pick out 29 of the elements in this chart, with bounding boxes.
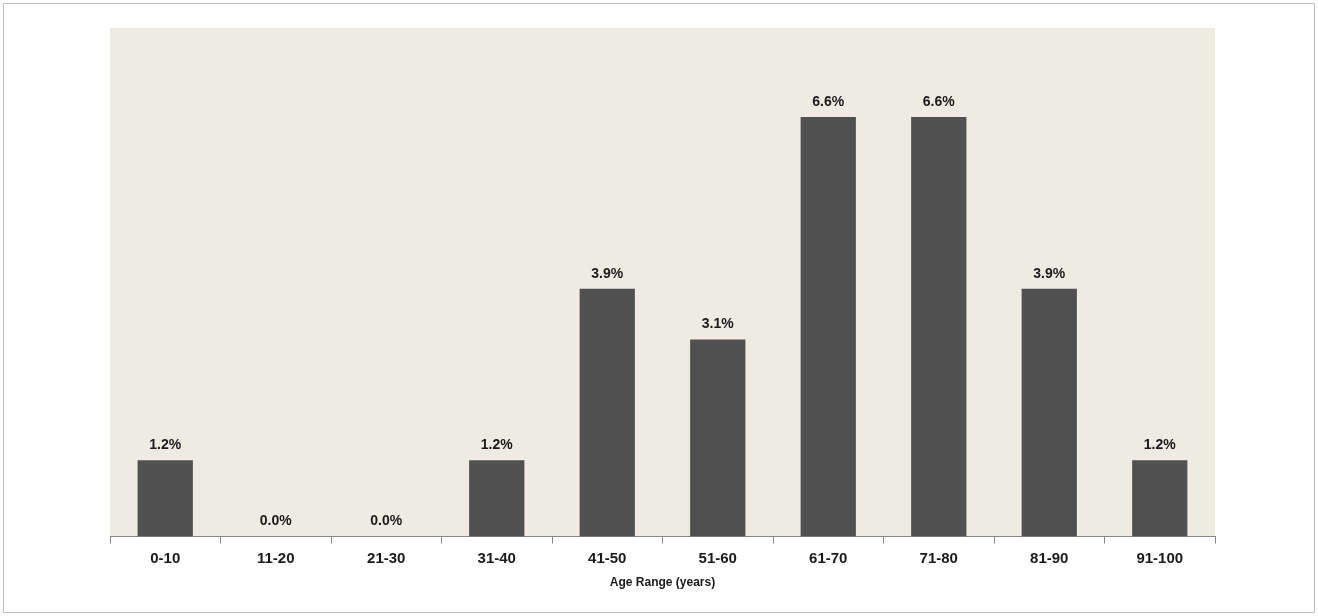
x-tick-label: 31-40: [477, 548, 516, 566]
data-label: 0.0%: [259, 512, 293, 529]
data-label: 0.0%: [370, 512, 403, 529]
bar: [690, 339, 746, 537]
x-tick-label: 91-100: [1136, 548, 1184, 566]
bar: [137, 460, 193, 537]
data-label: 6.6%: [812, 92, 845, 109]
x-tick-label: 71-80: [919, 548, 958, 566]
x-axis-title: Age Range (years): [609, 575, 716, 590]
data-label: 6.6%: [922, 92, 956, 109]
data-label: 1.2%: [480, 436, 514, 453]
x-tick-label: 41-50: [588, 548, 627, 566]
x-tick-label: 51-60: [698, 548, 737, 566]
bar: [469, 460, 525, 537]
data-label: 1.2%: [1143, 436, 1177, 453]
x-tick-label: 0-10: [150, 548, 181, 566]
bar: [911, 117, 967, 537]
bar: [1021, 288, 1077, 537]
data-label: 1.2%: [149, 436, 182, 453]
x-tick-label: 21-30: [367, 548, 406, 566]
bar: [800, 117, 856, 537]
bar: [579, 288, 635, 537]
x-tick-label: 11-20: [256, 548, 295, 566]
data-label: 3.9%: [591, 264, 624, 281]
x-tick-label: 61-70: [809, 548, 848, 566]
data-label: 3.1%: [701, 315, 735, 332]
x-tick-label: 81-90: [1030, 548, 1069, 566]
data-label: 3.9%: [1033, 264, 1066, 281]
bar: [1132, 460, 1188, 537]
